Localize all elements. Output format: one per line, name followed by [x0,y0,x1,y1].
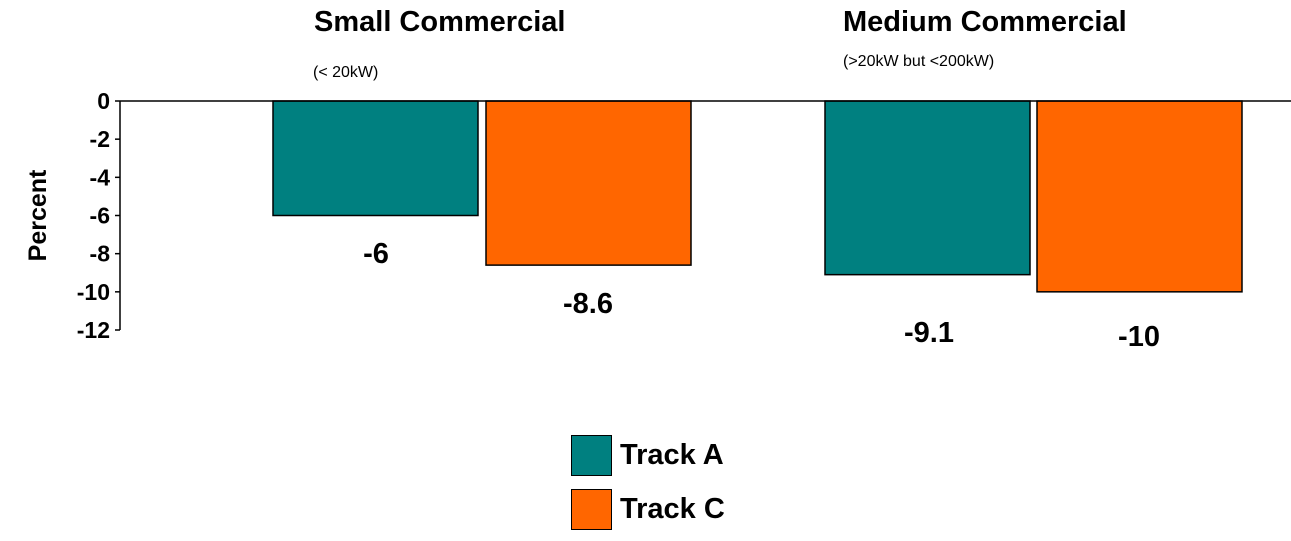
y-tick-label: 0 [97,88,110,114]
data-label: -10 [1118,321,1160,353]
y-tick-label: -4 [90,164,111,190]
y-tick-label: -10 [77,279,110,305]
category-subtitle-small-commercial: (< 20kW) [313,64,379,81]
category-subtitle-medium-commercial: (>20kW but <200kW) [843,53,995,70]
bar-track-a [824,100,1031,276]
legend-swatch-track-a [571,434,612,476]
y-tick-label: -2 [90,126,110,152]
bar-track-c [485,100,692,266]
data-label: -9.1 [904,317,954,349]
data-label: -8.6 [563,288,613,320]
legend-label-track-a: Track A [620,438,724,471]
legend-item-track-a: Track A [571,433,725,477]
category-title-medium-commercial: Medium Commercial [843,6,1127,38]
bar-chart: 0 -2 -4 -6 -8 -10 -12 Percent -6 -9.1 -8.6 -10 [24,88,1291,353]
category-title-small-commercial: Small Commercial [314,6,566,38]
bar-track-a [272,100,479,217]
bar-track-c [1036,100,1243,293]
legend: Track A Track C [571,433,725,541]
legend-swatch-track-c [571,488,612,530]
y-tick-label: -8 [90,241,111,267]
legend-label-track-c: Track C [620,492,725,525]
y-tick-label: -12 [77,317,110,343]
y-axis-title: Percent [24,169,52,261]
legend-item-track-c: Track C [571,487,725,531]
y-tick-label: -6 [90,203,110,229]
data-label: -6 [363,238,389,270]
